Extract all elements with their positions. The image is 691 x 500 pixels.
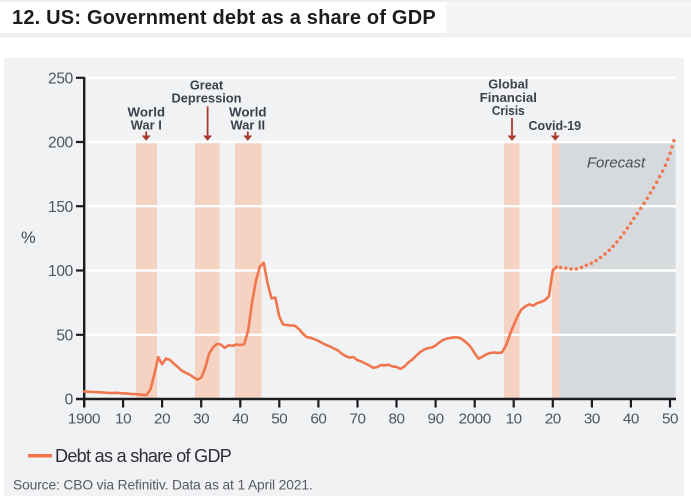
svg-text:30: 30 xyxy=(193,411,209,428)
svg-text:200: 200 xyxy=(48,135,74,152)
svg-text:60: 60 xyxy=(310,411,326,428)
svg-text:10: 10 xyxy=(115,411,131,428)
svg-text:40: 40 xyxy=(232,411,248,428)
svg-text:Depression: Depression xyxy=(172,90,242,105)
svg-text:Global: Global xyxy=(488,77,528,92)
svg-text:40: 40 xyxy=(623,411,639,428)
svg-text:Crisis: Crisis xyxy=(492,103,525,118)
svg-text:150: 150 xyxy=(48,199,74,216)
svg-text:War II: War II xyxy=(231,118,266,133)
svg-text:80: 80 xyxy=(388,411,404,428)
svg-text:1900: 1900 xyxy=(68,411,100,428)
svg-text:30: 30 xyxy=(584,411,600,428)
svg-text:12. US: Government debt as a s: 12. US: Government debt as a share of GD… xyxy=(12,7,436,29)
svg-text:20: 20 xyxy=(154,411,170,428)
svg-text:20: 20 xyxy=(545,411,561,428)
svg-text:70: 70 xyxy=(349,411,365,428)
svg-text:50: 50 xyxy=(271,411,287,428)
svg-text:2000: 2000 xyxy=(459,411,491,428)
svg-text:Debt as a share of GDP: Debt as a share of GDP xyxy=(55,446,232,466)
svg-text:%: % xyxy=(21,229,36,247)
svg-text:50: 50 xyxy=(56,327,73,344)
svg-text:Source: CBO via Refinitiv. Dat: Source: CBO via Refinitiv. Data as at 1 … xyxy=(13,478,313,493)
svg-text:250: 250 xyxy=(48,70,74,87)
svg-text:World: World xyxy=(229,105,267,120)
svg-text:Covid-19: Covid-19 xyxy=(529,118,582,133)
svg-text:Great: Great xyxy=(190,77,224,92)
svg-text:World: World xyxy=(128,105,166,120)
svg-text:100: 100 xyxy=(48,263,74,280)
svg-text:Forecast: Forecast xyxy=(587,155,646,172)
svg-text:10: 10 xyxy=(506,411,522,428)
svg-text:50: 50 xyxy=(662,411,678,428)
svg-text:Financial: Financial xyxy=(480,90,537,105)
svg-text:War I: War I xyxy=(131,118,162,133)
svg-text:0: 0 xyxy=(65,392,74,409)
svg-text:90: 90 xyxy=(428,411,444,428)
